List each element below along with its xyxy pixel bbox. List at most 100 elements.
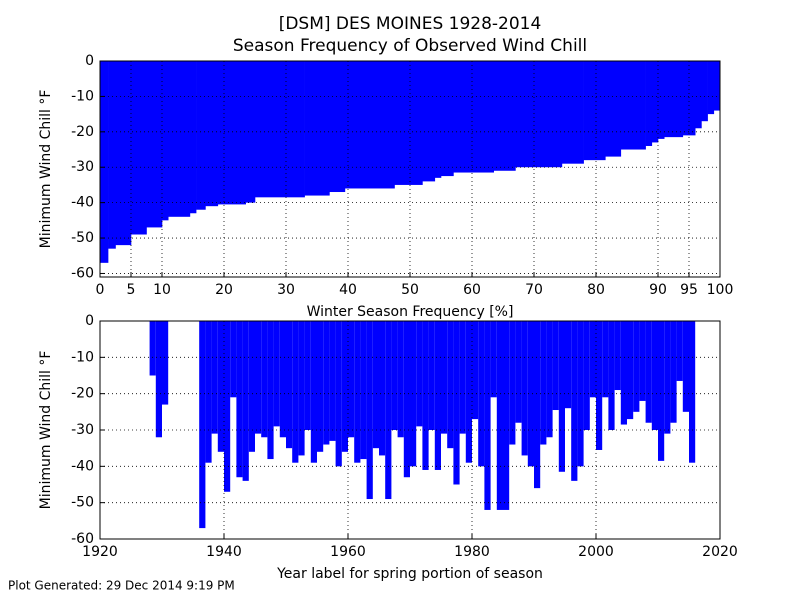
bar — [484, 321, 491, 510]
x-tick-label: 2000 — [578, 544, 614, 560]
x-tick-label: 1920 — [82, 544, 118, 560]
y-tick-label: -60 — [71, 265, 94, 281]
y-axis-label: Minimum Wind Chill °F — [38, 90, 54, 249]
bar — [155, 321, 162, 438]
bar — [552, 321, 559, 411]
bar — [211, 321, 218, 434]
bar — [286, 321, 293, 449]
y-tick-label: -10 — [71, 349, 94, 365]
y-tick-label: -60 — [71, 531, 94, 547]
step-bar — [255, 61, 305, 198]
step-bar — [100, 61, 109, 263]
x-tick-label: 20 — [215, 282, 233, 298]
bar — [236, 321, 243, 478]
step-bar — [707, 61, 715, 115]
x-tick-label: 50 — [401, 282, 419, 298]
plot-frame — [99, 320, 721, 540]
x-tick-label: 60 — [463, 282, 481, 298]
step-bar — [561, 61, 584, 164]
y-axis-label: Minimum Wind Chill °F — [38, 351, 54, 510]
x-axis-label: Year label for spring portion of season — [276, 566, 543, 582]
y-tick-label: -40 — [71, 195, 94, 211]
step-bar — [394, 61, 423, 185]
step-bar — [682, 61, 696, 136]
bar — [651, 321, 658, 430]
step-bar — [713, 61, 721, 111]
bar — [205, 321, 212, 463]
y-tick-label: -20 — [71, 124, 94, 140]
bar — [335, 321, 342, 467]
bar — [658, 321, 665, 461]
bar — [354, 321, 361, 463]
x-tick-label: 1940 — [206, 544, 242, 560]
bar — [614, 321, 621, 391]
x-tick-label: 1960 — [330, 544, 366, 560]
bar — [261, 321, 268, 438]
step-bar — [651, 61, 659, 143]
step-bar — [645, 61, 653, 146]
step-bar — [108, 61, 116, 249]
x-tick-label: 5 — [127, 282, 136, 298]
bar — [162, 321, 169, 405]
step-bar — [168, 61, 191, 217]
x-tick-label: 10 — [153, 282, 171, 298]
bar — [348, 321, 355, 438]
step-bar — [115, 61, 132, 246]
bar — [602, 321, 609, 398]
bar — [639, 321, 646, 401]
y-tick-label: -30 — [71, 159, 94, 175]
bar — [472, 321, 479, 420]
bar — [565, 321, 572, 409]
footer: Plot Generated: 29 Dec 2014 9:19 PM — [8, 579, 235, 593]
bar — [515, 321, 522, 423]
bar — [323, 321, 330, 445]
bar — [416, 321, 423, 427]
x-axis-label: Winter Season Frequency [%] — [307, 304, 514, 320]
bar — [509, 321, 516, 445]
bar — [428, 321, 435, 430]
step-bar — [422, 61, 436, 182]
bar — [391, 321, 398, 430]
chart-title: [DSM] DES MOINES 1928-2014 — [279, 14, 542, 34]
y-tick-label: -30 — [71, 422, 94, 438]
y-tick-label: -10 — [71, 88, 94, 104]
bar — [521, 321, 528, 456]
bar — [465, 321, 472, 463]
step-bar — [701, 61, 708, 122]
bar — [546, 321, 553, 438]
bar — [199, 321, 206, 529]
bar — [645, 321, 652, 423]
bar — [447, 321, 454, 449]
bar — [403, 321, 410, 478]
step-bar — [620, 61, 646, 150]
bar — [385, 321, 392, 500]
chart-subtitle: Season Frequency of Observed Wind Chill — [233, 36, 587, 56]
bar — [366, 321, 373, 500]
y-tick-label: 0 — [85, 53, 94, 69]
step-bar — [434, 61, 442, 178]
step-bar — [515, 61, 563, 168]
y-tick-label: 0 — [85, 313, 94, 329]
bar — [292, 321, 299, 463]
step-bar — [605, 61, 622, 157]
y-tick-label: -40 — [71, 458, 94, 474]
bar — [627, 321, 634, 420]
bar — [676, 321, 683, 381]
plot-frame — [99, 60, 721, 278]
step-bar — [205, 61, 219, 207]
y-tick-label: -20 — [71, 386, 94, 402]
step-bar — [217, 61, 246, 205]
bar — [341, 321, 348, 452]
bar — [670, 321, 677, 423]
x-tick-label: 95 — [680, 282, 698, 298]
bar — [633, 321, 640, 412]
x-tick-label: 0 — [96, 282, 105, 298]
step-bar — [441, 61, 454, 177]
step-bar — [329, 61, 346, 193]
x-tick-label: 90 — [649, 282, 667, 298]
bar — [589, 321, 596, 398]
step-bar — [658, 61, 665, 139]
bar — [527, 321, 534, 467]
step-bar — [189, 61, 197, 214]
bar — [459, 321, 466, 434]
